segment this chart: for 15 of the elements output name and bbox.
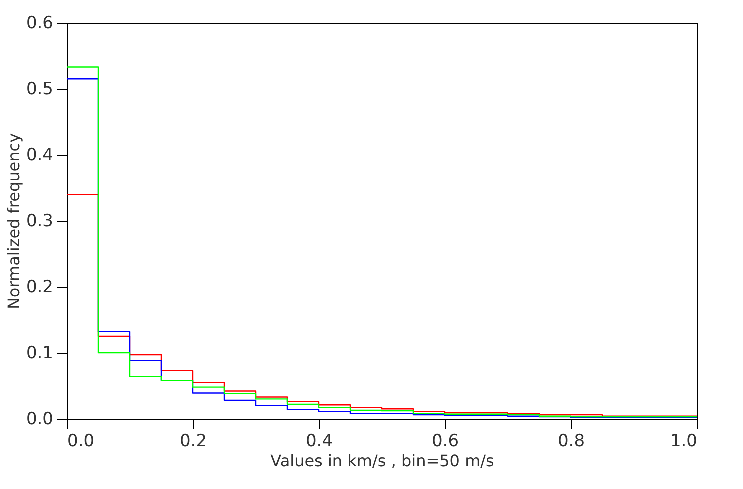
x-tick-label: 0.4	[306, 432, 334, 452]
x-tick-label: 0.2	[180, 432, 208, 452]
y-tick-label: 0.4	[26, 146, 54, 166]
x-tick-label: 0.8	[558, 432, 586, 452]
x-tick-label: 0.0	[68, 432, 95, 452]
y-tick-label: 0.1	[26, 344, 54, 364]
x-axis-title: Values in km/s , bin=50 m/s	[270, 452, 494, 470]
y-tick-label: 0.5	[26, 80, 54, 100]
y-axis-title: Normalized frequency	[4, 133, 24, 310]
y-tick-label: 0.0	[26, 410, 54, 430]
x-tick-label: 1.0	[670, 432, 698, 452]
y-tick-label: 0.3	[26, 212, 54, 232]
y-tick-label: 0.6	[26, 14, 54, 34]
x-tick-label: 0.6	[432, 432, 460, 452]
y-tick-label: 0.2	[26, 278, 54, 298]
